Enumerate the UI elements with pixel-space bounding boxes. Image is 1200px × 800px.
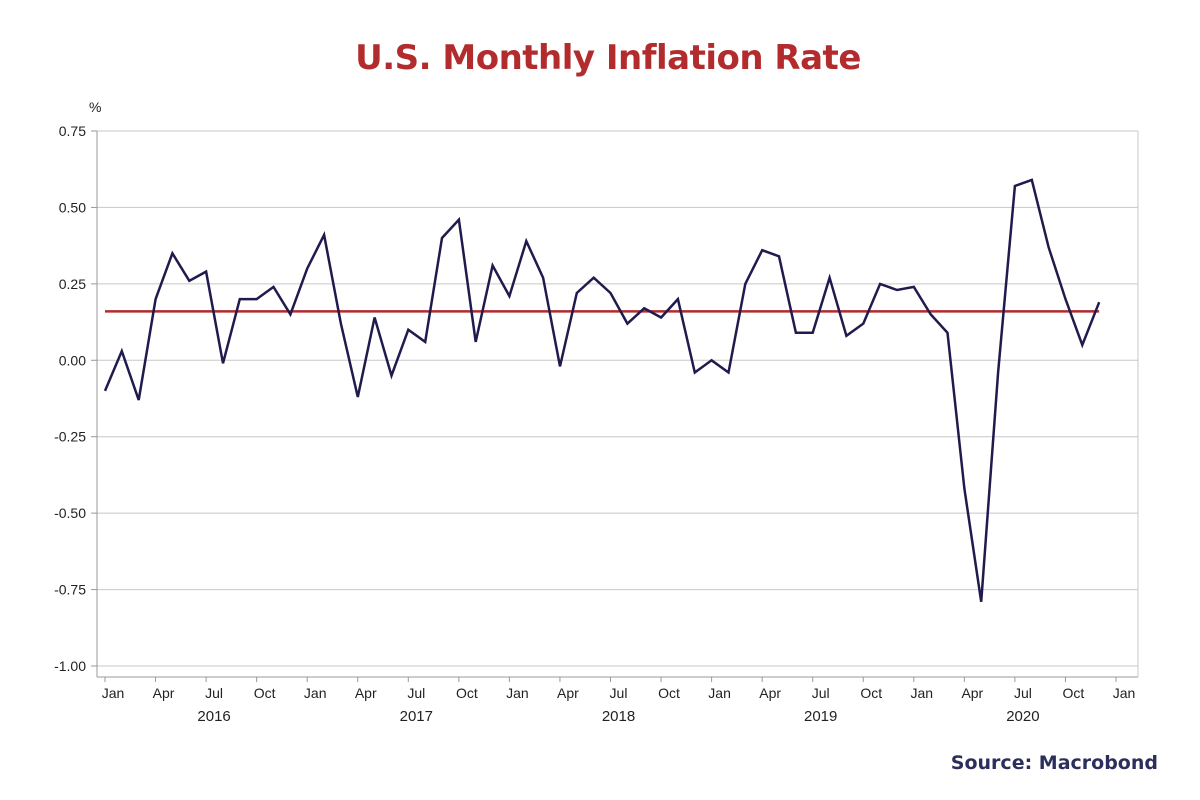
x-tick-label: Oct bbox=[1063, 685, 1085, 701]
series-lines bbox=[103, 178, 1101, 602]
x-tick-label: Jul bbox=[407, 685, 425, 701]
x-tick-label: Jul bbox=[812, 685, 830, 701]
source-note: Source: Macrobond bbox=[950, 752, 1158, 774]
y-axis-unit: % bbox=[89, 99, 102, 115]
x-tick-label: Apr bbox=[355, 685, 377, 701]
y-tick-label: 0.00 bbox=[59, 352, 86, 368]
year-label: 2018 bbox=[602, 708, 635, 725]
y-tick-label: -0.75 bbox=[54, 582, 86, 598]
y-tick-labels: 0.75 0.50 0.25 0.00 -0.25 -0.50 -0.75 -1.00 bbox=[54, 123, 86, 674]
y-tick-label: 0.75 bbox=[59, 123, 86, 139]
x-tick-label: Apr bbox=[759, 685, 781, 701]
y-tick-label: -1.00 bbox=[54, 658, 86, 674]
year-label: 2017 bbox=[400, 708, 433, 725]
x-tick-label: Jan bbox=[911, 685, 934, 701]
x-tick-label: Oct bbox=[456, 685, 478, 701]
x-tick-label: Jan bbox=[304, 685, 327, 701]
x-tick-label: Apr bbox=[153, 685, 175, 701]
x-tick-label: Jul bbox=[1014, 685, 1032, 701]
x-tick-label: Apr bbox=[961, 685, 983, 701]
y-tick-label: -0.25 bbox=[54, 429, 86, 445]
x-tick-label: Jan bbox=[1113, 685, 1136, 701]
x-tick-labels: Jan Apr Jul Oct Jan Apr Jul Oct Jan Apr Jul Oct Jan A… bbox=[102, 685, 1136, 701]
x-tick-label: Jan bbox=[102, 685, 125, 701]
y-tick-label: -0.50 bbox=[54, 505, 86, 521]
x-tick-label: Apr bbox=[557, 685, 579, 701]
inflation-series-line bbox=[103, 178, 1101, 602]
year-label: 2019 bbox=[804, 708, 837, 725]
x-tick-label: Jul bbox=[205, 685, 223, 701]
x-tick-label: Jul bbox=[610, 685, 628, 701]
x-tick-label: Oct bbox=[254, 685, 276, 701]
year-labels: 2016 2017 2018 2019 2020 bbox=[197, 708, 1039, 725]
chart-title: U.S. Monthly Inflation Rate bbox=[355, 38, 861, 78]
x-tick-label: Jan bbox=[506, 685, 529, 701]
y-tick-label: 0.25 bbox=[59, 276, 86, 292]
x-tick-label: Jan bbox=[708, 685, 731, 701]
grid-lines bbox=[97, 130, 1138, 667]
year-label: 2020 bbox=[1006, 708, 1039, 725]
x-tick-label: Oct bbox=[658, 685, 680, 701]
x-tick-label: Oct bbox=[860, 685, 882, 701]
axes bbox=[91, 130, 1139, 682]
y-tick-label: 0.50 bbox=[59, 199, 86, 215]
year-label: 2016 bbox=[197, 708, 230, 725]
